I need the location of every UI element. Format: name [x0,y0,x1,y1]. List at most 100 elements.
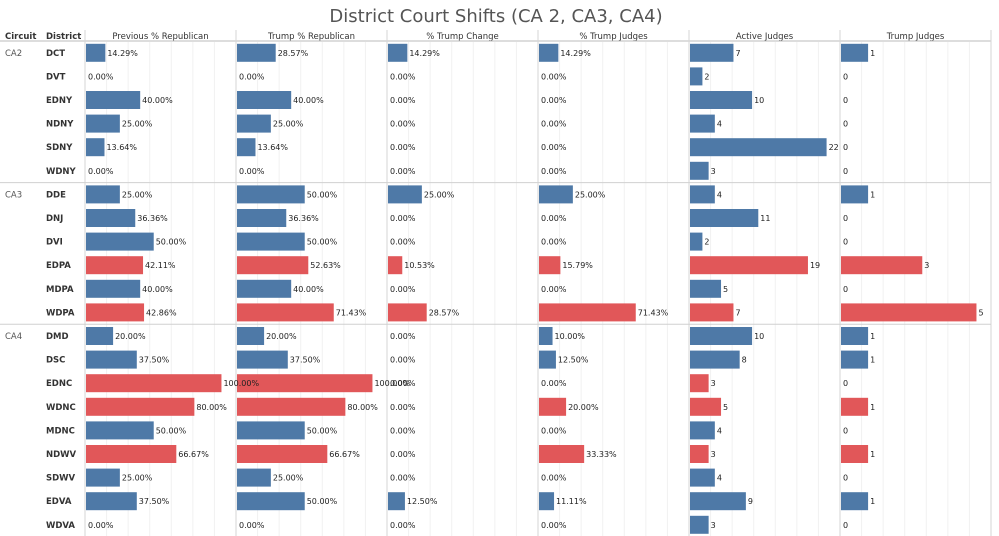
bar-trump_rep [237,421,305,440]
bar-active_judges [690,445,709,463]
bar-trump_judges_pct [539,185,573,204]
data-label-active_judges: 5 [723,285,728,294]
data-label-trump_rep: 50.00% [307,497,338,506]
bar-active_judges [690,397,722,416]
data-label-prev_rep: 66.67% [178,450,209,459]
bar-active_judges [690,421,715,440]
bar-trump_judges [841,492,869,511]
bar-trump_rep [237,350,288,369]
data-label-trump_rep: 36.36% [288,214,319,223]
column-header-trump_rep: Trump % Republican [267,32,355,42]
bar-prev_rep [86,279,141,298]
bar-prev_rep [86,209,136,227]
data-label-active_judges: 4 [717,474,722,483]
data-label-trump_judges_pct: 0.00% [541,238,567,247]
bar-prev_rep [86,492,137,511]
data-label-prev_rep: 37.50% [139,497,170,506]
bar-trump_rep [237,279,292,298]
data-label-trump_judges: 0 [843,379,848,388]
chart-title: District Court Shifts (CA 2, CA3, CA4) [329,6,662,27]
bars-layer [86,43,977,534]
bar-prev_rep [86,256,144,275]
district-label: NDNY [46,120,74,130]
data-label-trump_rep: 100.00% [374,379,410,388]
bar-trump_change [388,256,403,275]
data-label-prev_rep: 37.50% [139,356,170,365]
bar-trump_judges [841,185,869,204]
data-label-trump_judges: 0 [843,238,848,247]
district-label: DNJ [46,214,63,224]
data-label-prev_rep: 42.86% [146,308,177,317]
bar-trump_change [388,303,427,322]
data-label-trump_rep: 52.63% [310,261,341,270]
data-label-trump_judges_pct: 0.00% [541,96,567,105]
data-label-active_judges: 10 [754,96,764,105]
data-label-prev_rep: 50.00% [156,238,187,247]
data-label-trump_judges: 1 [870,190,875,199]
data-label-trump_change: 0.00% [390,167,416,176]
bar-trump_rep [237,327,265,345]
data-label-active_judges: 4 [717,120,722,129]
bar-trump_rep [237,397,346,416]
data-label-trump_change: 0.00% [390,474,416,483]
bar-active_judges [690,279,722,298]
bar-trump_rep [237,303,334,322]
data-label-prev_rep: 80.00% [196,403,227,412]
bar-prev_rep [86,232,154,251]
column-header-trump_change: % Trump Change [426,32,499,42]
data-label-trump_change: 0.00% [390,96,416,105]
data-label-prev_rep: 25.00% [122,190,153,199]
data-label-trump_judges: 1 [870,49,875,58]
data-label-trump_judges_pct: 0.00% [541,426,567,435]
data-label-prev_rep: 25.00% [122,120,153,129]
data-label-trump_judges: 0 [843,167,848,176]
bar-trump_rep [237,232,305,251]
bar-prev_rep [86,43,106,62]
data-label-trump_change: 14.29% [409,49,440,58]
bar-prev_rep [86,303,145,322]
data-label-prev_rep: 0.00% [88,167,114,176]
bar-active_judges [690,138,827,157]
data-label-trump_rep: 28.57% [278,49,309,58]
data-label-prev_rep: 40.00% [142,285,173,294]
data-label-active_judges: 2 [704,72,709,81]
data-label-trump_change: 10.53% [404,261,435,270]
data-label-trump_change: 0.00% [390,120,416,129]
data-label-trump_judges: 1 [870,356,875,365]
bar-trump_judges_pct [539,492,555,511]
bar-trump_rep [237,185,305,204]
district-label: SDWV [46,474,76,484]
data-label-trump_rep: 50.00% [307,426,338,435]
data-label-trump_change: 0.00% [390,214,416,223]
bar-prev_rep [86,397,195,416]
data-label-prev_rep: 36.36% [137,214,168,223]
data-label-active_judges: 3 [711,450,716,459]
bar-trump_judges [841,327,869,345]
data-label-trump_judges: 0 [843,426,848,435]
data-label-active_judges: 8 [742,356,747,365]
data-label-prev_rep: 0.00% [88,72,114,81]
data-label-trump_rep: 66.67% [329,450,360,459]
labels-layer: CA2 DCT 14.29% 28.57% 14.29% 14.29% 7 1 DVT 0.00%… [5,49,984,531]
bar-prev_rep [86,374,222,393]
bar-trump_judges [841,350,869,369]
bar-trump_judges_pct [539,397,567,416]
data-label-trump_judges: 0 [843,285,848,294]
data-label-active_judges: 2 [704,238,709,247]
data-label-prev_rep: 20.00% [115,332,146,341]
data-label-trump_rep: 25.00% [273,474,304,483]
bar-trump_change [388,185,422,204]
data-label-trump_change: 0.00% [390,356,416,365]
column-header-trump_judges_pct: % Trump Judges [579,32,648,42]
data-label-trump_rep: 0.00% [239,72,265,81]
bar-trump_rep [237,91,292,109]
data-label-trump_rep: 25.00% [273,120,304,129]
data-label-trump_change: 0.00% [390,403,416,412]
district-label: DSC [46,356,65,366]
bar-trump_rep [237,256,309,275]
bar-prev_rep [86,327,114,345]
data-label-trump_judges: 0 [843,96,848,105]
data-label-trump_change: 0.00% [390,426,416,435]
bar-trump_judges_pct [539,445,585,463]
